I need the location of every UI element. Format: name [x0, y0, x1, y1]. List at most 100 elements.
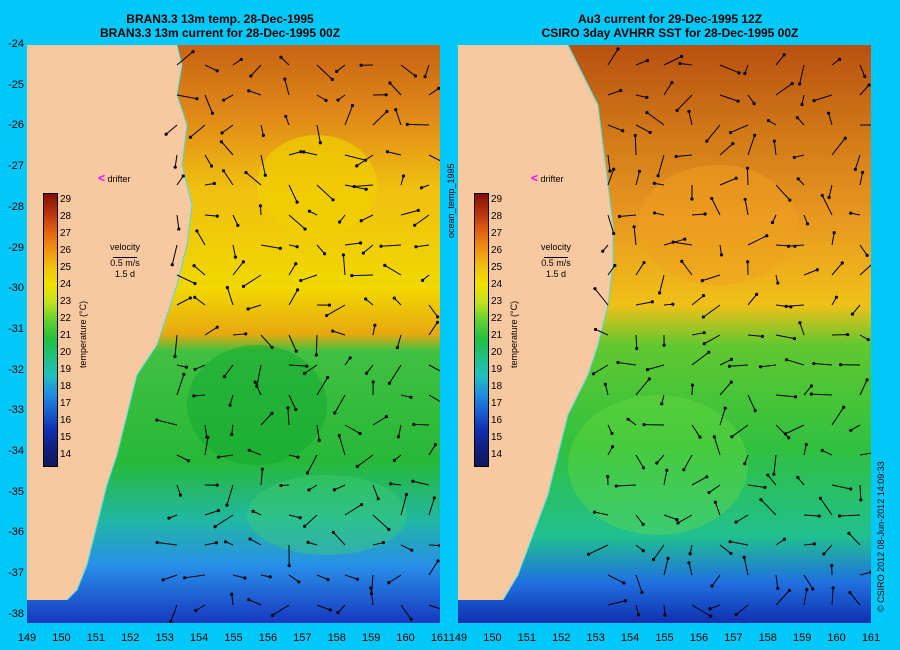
current-vector-head — [221, 169, 226, 173]
cool-eddy-south — [247, 475, 407, 555]
current-vector-head — [392, 458, 397, 462]
left-title-line2: BRAN3.3 13m current for 28-Dec-1995 00Z — [99, 26, 341, 40]
latitude-tick-label: -32 — [8, 363, 24, 376]
cool-region — [568, 395, 748, 535]
longitude-tick-label: 150 — [483, 632, 502, 644]
colorbar-tick-label: 22 — [491, 313, 503, 324]
current-vector — [719, 94, 739, 102]
current-vector-head — [297, 580, 301, 584]
current-vector — [709, 604, 721, 610]
current-vector — [424, 64, 430, 77]
current-vector — [243, 274, 262, 287]
current-vector — [607, 169, 615, 186]
current-vector-head — [666, 556, 670, 560]
current-vector-head — [663, 613, 667, 617]
current-vector — [174, 334, 178, 357]
current-vector-head — [641, 466, 646, 470]
current-vector-head — [222, 98, 226, 102]
current-vector-head — [177, 227, 181, 231]
current-vector-head — [647, 377, 651, 381]
current-vector — [635, 60, 648, 66]
current-vector — [594, 511, 609, 516]
current-vector-head — [247, 448, 251, 452]
current-vector — [691, 213, 706, 216]
current-vector — [288, 364, 307, 367]
current-vector — [634, 135, 637, 156]
current-vector — [176, 175, 184, 186]
current-vector-head — [608, 169, 612, 173]
current-vector-head — [670, 81, 674, 85]
current-vector-head — [671, 302, 675, 306]
current-vector — [372, 325, 376, 336]
current-vector-head — [662, 343, 666, 347]
current-vector-head — [258, 204, 263, 208]
current-vector — [616, 484, 637, 487]
longitude-tick-label: 149 — [448, 632, 468, 644]
current-vector — [803, 385, 812, 396]
current-vector-head — [763, 485, 767, 490]
current-vector — [743, 557, 749, 576]
current-vector-head — [743, 197, 747, 202]
current-vector — [204, 154, 212, 167]
current-vector — [747, 334, 763, 337]
current-vector-head — [225, 503, 229, 507]
current-vector — [176, 297, 191, 306]
colorbar-tick-label: 23 — [60, 296, 72, 307]
current-vector-head — [730, 435, 734, 439]
current-vector — [372, 542, 384, 546]
current-vector — [831, 406, 845, 426]
longitude-tick-label: 153 — [155, 632, 174, 644]
current-vector — [372, 111, 388, 126]
current-vector — [428, 87, 440, 96]
australia-land-right — [458, 45, 613, 600]
current-vector-head — [809, 384, 814, 388]
current-vector — [663, 558, 669, 576]
current-vector-head — [703, 212, 707, 216]
current-vector-head — [687, 561, 691, 565]
current-vector-head — [296, 455, 300, 459]
colorbar-tick-label: 28 — [491, 211, 503, 222]
current-vector-head — [846, 332, 850, 337]
current-vector-head — [210, 111, 214, 115]
current-vector — [316, 184, 334, 201]
current-vector — [288, 151, 302, 156]
current-vector — [647, 364, 665, 371]
current-vector — [338, 435, 346, 456]
current-vector — [635, 262, 645, 276]
current-vector — [415, 244, 430, 248]
current-vector — [280, 56, 290, 66]
current-vector-head — [812, 361, 816, 366]
current-vector — [390, 483, 402, 486]
colorbar-tick-label: 25 — [491, 262, 503, 273]
current-vector — [176, 454, 189, 462]
longitude-tick-label: 154 — [189, 632, 209, 644]
australia-land — [27, 45, 192, 600]
current-vector — [388, 574, 402, 584]
current-vector-head — [849, 428, 853, 432]
current-vector — [823, 544, 833, 555]
colorbar-tick-label: 20 — [60, 347, 72, 358]
current-vector — [287, 407, 290, 426]
current-vector — [627, 418, 637, 426]
current-vector-head — [191, 50, 195, 54]
current-vector-head — [645, 95, 649, 100]
velocity-speed: 0.5 m/s — [541, 258, 571, 268]
current-vector-head — [376, 497, 380, 501]
current-vector-head — [387, 381, 391, 385]
longitude-tick-label: 152 — [552, 632, 571, 644]
current-vector-head — [616, 360, 620, 365]
current-vector — [646, 112, 665, 126]
latitude-tick-label: -36 — [8, 526, 24, 539]
current-vector-head — [410, 548, 414, 552]
current-vector — [775, 538, 785, 546]
current-vector — [307, 454, 318, 474]
current-vector-head — [247, 598, 251, 602]
current-vector-head — [713, 500, 717, 504]
current-vector-head — [244, 170, 248, 175]
current-vector-head — [782, 537, 787, 541]
current-vector-head — [710, 584, 714, 588]
current-vector-head — [690, 383, 695, 387]
current-vector-head — [164, 132, 168, 136]
longitude-tick-label: 160 — [827, 632, 846, 644]
longitude-tick-label: 159 — [792, 632, 812, 644]
